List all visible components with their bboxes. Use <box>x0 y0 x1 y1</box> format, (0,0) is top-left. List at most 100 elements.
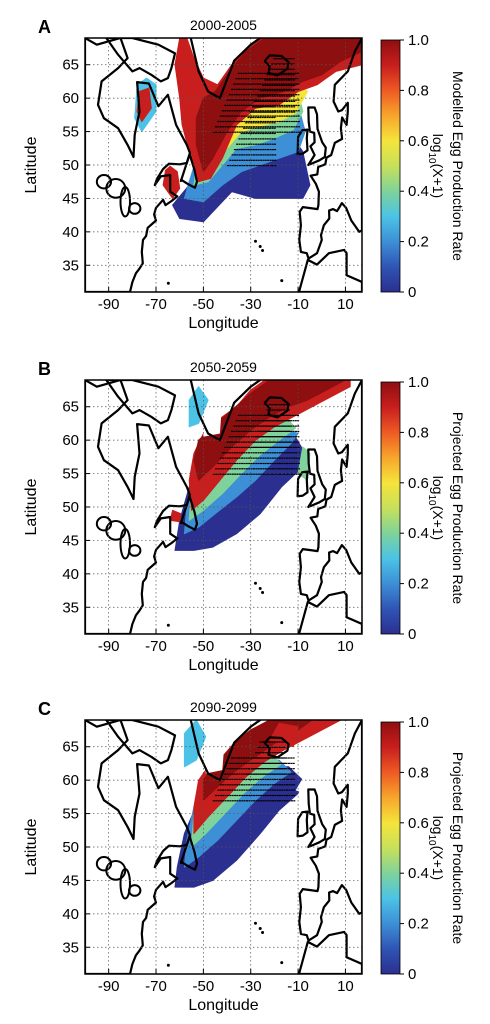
hatch-mark <box>264 425 267 427</box>
hatch-mark <box>224 784 227 786</box>
hatch-mark <box>278 83 281 85</box>
coastline-newfoundland <box>179 495 199 531</box>
hatch-mark <box>280 99 283 101</box>
island <box>279 647 282 650</box>
hatch-mark <box>240 452 243 454</box>
hatch-mark <box>229 115 232 117</box>
hatch-mark <box>224 131 227 133</box>
x-tick-label: -30 <box>240 296 262 313</box>
hatch-mark <box>290 90 293 92</box>
hatch-mark <box>248 149 251 151</box>
hatch-mark <box>235 757 238 759</box>
hatch-mark <box>245 122 248 124</box>
hatch-mark <box>274 784 277 786</box>
hatch-mark <box>257 94 260 96</box>
hatch-mark <box>283 95 286 97</box>
hatch-mark <box>257 110 260 112</box>
hatch-mark <box>262 752 265 754</box>
hatch-mark <box>281 131 284 133</box>
hatch-mark <box>229 784 232 786</box>
hatch-mark <box>224 452 227 454</box>
hatch-mark <box>262 149 265 151</box>
hatch-mark <box>271 441 274 443</box>
hatch-mark <box>288 420 291 422</box>
hatch-mark <box>262 84 265 86</box>
hatch-mark <box>229 126 232 128</box>
hatch-mark <box>231 794 234 797</box>
hatch-mark <box>241 462 244 465</box>
hatch-mark <box>264 768 267 770</box>
hatch-mark <box>250 436 253 438</box>
hatch-mark <box>245 126 248 128</box>
hatch-mark <box>245 115 248 117</box>
hatch-mark <box>231 762 234 764</box>
hatch-mark <box>238 468 241 470</box>
hatch-mark <box>212 800 215 802</box>
hatch-mark <box>279 800 282 802</box>
hatch-mark <box>244 72 247 74</box>
hatch-mark <box>243 794 246 797</box>
hatch-mark <box>288 99 290 101</box>
island <box>279 987 282 990</box>
colorbar-tick-label: 1.0 <box>408 32 429 49</box>
hatch-mark <box>234 159 237 161</box>
hatch-mark <box>285 74 288 76</box>
hatch-mark <box>288 414 290 416</box>
hatch-mark <box>228 773 231 775</box>
hatch-mark <box>257 95 260 97</box>
y-tick-label: 50 <box>62 157 79 174</box>
hatch-mark <box>269 84 272 86</box>
island <box>166 281 170 285</box>
hatch-mark <box>278 409 281 411</box>
hatch-mark <box>262 768 265 770</box>
hatch-mark <box>283 430 286 432</box>
hatch-mark <box>283 452 286 454</box>
hatch-mark <box>241 800 244 802</box>
hatch-mark <box>274 441 277 443</box>
hatch-mark <box>297 110 300 112</box>
hatch-mark <box>269 79 272 81</box>
hatch-mark <box>240 99 243 101</box>
hatch-mark <box>292 58 295 60</box>
hatch-mark <box>238 120 241 123</box>
colorbar-units: log10(X+1) <box>426 476 446 540</box>
island <box>280 279 284 283</box>
hatch-mark <box>293 100 296 102</box>
hatch-mark <box>264 99 267 101</box>
hatch-mark <box>290 773 293 775</box>
hatch-mark <box>274 752 276 754</box>
hatch-mark <box>272 131 274 133</box>
hatch-mark <box>215 794 218 797</box>
hatch-mark <box>286 446 289 448</box>
hatch-mark <box>254 99 257 101</box>
hatch-mark <box>294 425 297 427</box>
hatch-mark <box>261 111 264 113</box>
hatch-mark <box>278 452 281 454</box>
coastline-northAmerica <box>85 38 191 292</box>
hatch-mark <box>262 762 265 764</box>
hatch-mark <box>255 115 258 117</box>
hatch-mark <box>250 149 253 151</box>
hatch-mark <box>274 457 277 459</box>
hatch-mark <box>295 462 298 465</box>
panel-b: -90 -70 -50 -30 -10 10 65 60 55 50 45 40 35 Longitude… <box>0 342 490 682</box>
hatch-mark <box>278 784 281 786</box>
hatch-mark <box>290 768 293 770</box>
hatch-mark <box>278 430 281 432</box>
hatch-mark <box>280 58 283 60</box>
hatch-mark <box>243 762 245 764</box>
hatch-mark <box>274 95 277 97</box>
hatch-mark <box>231 768 234 770</box>
hatch-mark <box>257 165 260 167</box>
hatch-mark <box>247 132 250 135</box>
hatch-mark <box>281 762 284 764</box>
hatch-mark <box>236 110 239 112</box>
hatch-mark <box>276 111 279 113</box>
hatch-mark <box>238 104 241 106</box>
y-tick-label: 55 <box>62 466 79 483</box>
hatch-mark <box>255 436 258 438</box>
hatch-mark <box>269 762 272 764</box>
hatch-mark <box>267 159 270 161</box>
hatch-mark <box>295 457 298 459</box>
hatch-mark <box>292 78 295 80</box>
